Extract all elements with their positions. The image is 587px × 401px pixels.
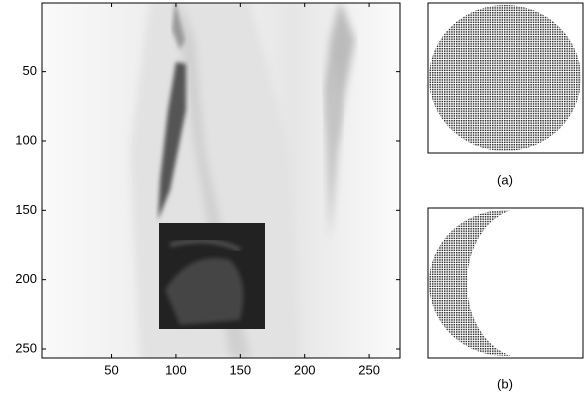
x-tick-label: 100 [165, 362, 187, 377]
panel-caption: (b) [497, 376, 513, 391]
x-tick-label: 250 [358, 362, 380, 377]
page: 5010015020025050100150200250(a)(b) (() =… [0, 0, 587, 401]
x-tick-label: 150 [229, 362, 251, 377]
x-tick-label: 200 [294, 362, 316, 377]
panel-b [428, 208, 583, 358]
y-tick-label: 200 [15, 271, 37, 286]
image [42, 0, 400, 360]
figure: 50 100 150 200 250 50 100 150 200 250 (a) (b) [0, 0, 587, 401]
panel-caption: (a) [497, 172, 513, 187]
y-tick-label: 100 [15, 132, 37, 147]
panel-a [428, 3, 583, 153]
x-tick-label: 50 [104, 362, 118, 377]
y-tick-label: 150 [15, 202, 37, 217]
y-tick-label: 250 [15, 340, 37, 355]
y-tick-label: 50 [23, 63, 37, 78]
